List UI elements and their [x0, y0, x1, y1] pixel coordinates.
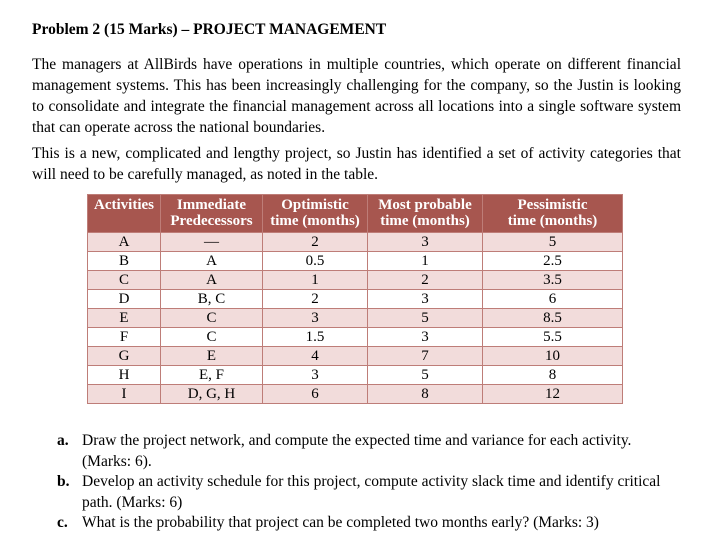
table-cell: B — [87, 251, 161, 271]
table-cell: G — [87, 346, 161, 366]
header-line: time (months) — [270, 213, 360, 229]
col-header-optimistic-time: Optimistic time (months) — [262, 194, 368, 233]
question-text: Draw the project network, and compute th… — [82, 432, 632, 470]
table-cell: 6 — [482, 289, 623, 309]
table-cell: 1.5 — [262, 327, 368, 347]
table-cell: C — [160, 308, 263, 328]
table-cell: 7 — [367, 346, 483, 366]
table-cell: 3.5 — [482, 270, 623, 290]
question-marker: a. — [57, 432, 69, 449]
activity-row-E: E C 3 5 8.5 — [87, 308, 623, 328]
table-intro-paragraph: This is a new, complicated and lengthy p… — [32, 145, 681, 183]
question-item-b: b. Develop an activity schedule for this… — [57, 472, 679, 513]
header-line: Most probable — [378, 197, 472, 213]
header-line: Pessimistic — [517, 197, 588, 213]
question-item-a: a. Draw the project network, and compute… — [57, 431, 679, 472]
problem-title: Problem 2 (15 Marks) – PROJECT MANAGEMEN… — [32, 21, 387, 38]
table-cell: C — [160, 327, 263, 347]
table-cell: 3 — [367, 289, 483, 309]
question-marker: c. — [57, 514, 68, 531]
table-cell: 8.5 — [482, 308, 623, 328]
table-cell: D, G, H — [160, 384, 263, 404]
table-cell: F — [87, 327, 161, 347]
activity-table-body: A —2 3 5 B A 0.5 1 2.5 C A 1 2 3.5 D B, C 2 3 6 E C 3 5 8.5 F C 1.… — [87, 232, 623, 404]
question-marker: b. — [57, 473, 70, 490]
table-cell: A — [160, 251, 263, 271]
header-line: Immediate — [176, 197, 247, 213]
col-header-pessimistic-time: Pessimistic time (months) — [482, 194, 623, 233]
table-cell: 3 — [262, 308, 368, 328]
table-cell: E — [87, 308, 161, 328]
table-cell: 1 — [367, 251, 483, 271]
col-header-activities: Activities — [87, 194, 161, 233]
table-cell: 2 — [367, 270, 483, 290]
table-cell: E, F — [160, 365, 263, 385]
activity-table: Activities Immediate Predecessors Optimi… — [87, 194, 623, 404]
activity-row-B: B A 0.5 1 2.5 — [87, 251, 623, 271]
table-cell: E — [160, 346, 263, 366]
table-cell: 5.5 — [482, 327, 623, 347]
header-line: Optimistic — [281, 197, 349, 213]
activity-row-F: F C 1.5 3 5.5 — [87, 327, 623, 347]
table-cell: 12 — [482, 384, 623, 404]
table-cell: A — [160, 270, 263, 290]
table-cell: I — [87, 384, 161, 404]
header-line: Predecessors — [170, 213, 253, 229]
question-text: Develop an activity schedule for this pr… — [82, 473, 661, 511]
question-item-c: c. What is the probability that project … — [57, 513, 679, 534]
col-header-most-probable-time: Most probable time (months) — [367, 194, 483, 233]
activity-row-A: A —2 3 5 — [87, 232, 623, 252]
activity-table-header: Activities Immediate Predecessors Optimi… — [87, 194, 623, 233]
col-header-immediate-predecessors: Immediate Predecessors — [160, 194, 263, 233]
header-line: time (months) — [507, 213, 598, 229]
activity-row-C: C A 1 2 3.5 — [87, 270, 623, 290]
header-line — [89, 213, 159, 229]
table-header-row: Activities Immediate Predecessors Optimi… — [87, 194, 623, 233]
table-cell: H — [87, 365, 161, 385]
table-cell: 2 — [262, 232, 368, 252]
table-cell: C — [87, 270, 161, 290]
table-cell: 8 — [482, 365, 623, 385]
header-line: Activities — [94, 197, 154, 213]
questions-list: a. Draw the project network, and compute… — [57, 431, 679, 534]
table-cell: 5 — [482, 232, 623, 252]
activity-row-G: G E 4 7 10 — [87, 346, 623, 366]
table-cell: 10 — [482, 346, 623, 366]
table-cell: 2.5 — [482, 251, 623, 271]
table-cell: 5 — [367, 365, 483, 385]
activity-row-I: I D, G, H 6 8 12 — [87, 384, 623, 404]
table-cell: B, C — [160, 289, 263, 309]
question-text: What is the probability that project can… — [82, 514, 599, 531]
table-cell: 0.5 — [262, 251, 368, 271]
table-cell: A — [87, 232, 161, 252]
table-cell: 3 — [262, 365, 368, 385]
table-cell: 3 — [367, 232, 483, 252]
table-cell: — — [160, 232, 263, 252]
table-cell: 6 — [262, 384, 368, 404]
table-cell: 2 — [262, 289, 368, 309]
table-cell: 3 — [367, 327, 483, 347]
table-cell: D — [87, 289, 161, 309]
table-cell: 5 — [367, 308, 483, 328]
header-line: time (months) — [380, 213, 470, 229]
table-cell: 8 — [367, 384, 483, 404]
table-cell: 1 — [262, 270, 368, 290]
intro-paragraph: The managers at AllBirds have operations… — [32, 56, 681, 136]
table-cell: 4 — [262, 346, 368, 366]
